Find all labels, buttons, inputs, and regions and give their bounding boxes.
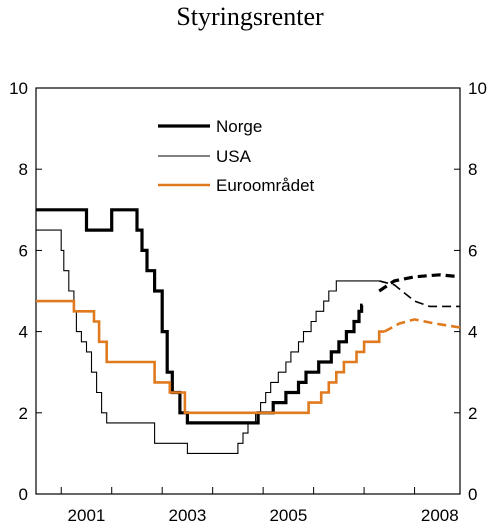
series-line-usa: [36, 229, 380, 454]
y-tick-label-left: 0: [19, 485, 28, 504]
forecast-line-euroområdet: [383, 318, 461, 333]
y-tick-label-right: 10: [468, 79, 487, 98]
legend-label: Euroområdet: [216, 176, 315, 195]
y-tick-label-right: 2: [468, 404, 477, 423]
legend-label: Norge: [216, 117, 262, 136]
y-tick-label-left: 10: [9, 79, 28, 98]
series-line-norge: [36, 208, 364, 425]
y-tick-label-right: 4: [468, 323, 477, 342]
legend-label: USA: [216, 147, 252, 166]
forecast-line-usa: [378, 280, 460, 308]
y-tick-label-right: 8: [468, 160, 477, 179]
y-tick-label-left: 6: [19, 241, 28, 260]
x-tick-label: 2001: [68, 506, 106, 525]
y-tick-label-left: 8: [19, 160, 28, 179]
y-tick-label-right: 0: [468, 485, 477, 504]
series-line-euroområdet: [36, 299, 385, 415]
x-tick-label: 2008: [421, 506, 459, 525]
x-tick-label: 2005: [269, 506, 307, 525]
y-tick-label-left: 4: [19, 323, 28, 342]
y-tick-label-left: 2: [19, 404, 28, 423]
plot-frame: [35, 87, 461, 495]
chart-title: Styringsrenter: [176, 2, 324, 31]
forecast-line-norge: [378, 273, 461, 293]
x-tick-label: 2003: [169, 506, 207, 525]
y-tick-label-right: 6: [468, 241, 477, 260]
